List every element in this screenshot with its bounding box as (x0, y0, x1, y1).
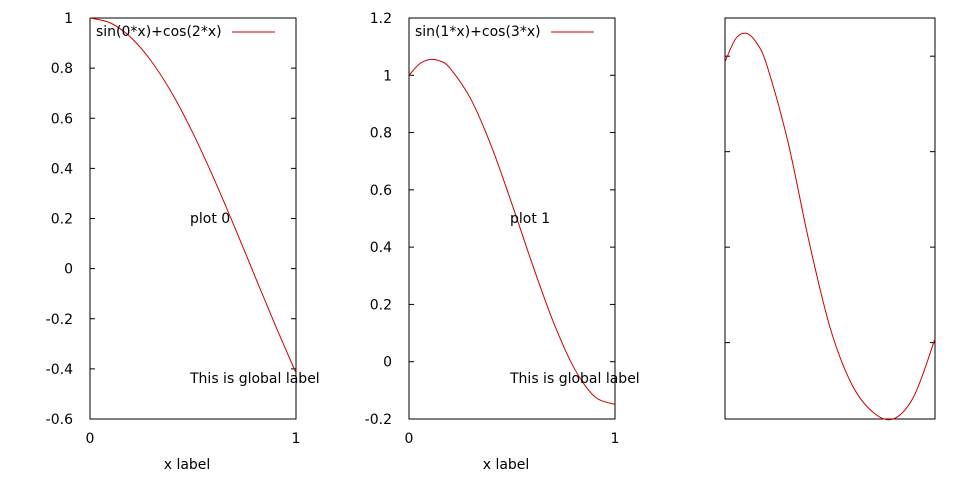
plot-frame (408, 17, 616, 420)
subplot-2 (724, 17, 936, 421)
x-tick-label: 0 (405, 431, 414, 447)
x-tick-label: 0 (86, 431, 95, 447)
global-label: This is global label (189, 371, 320, 387)
y-tick-label: 1.2 (370, 11, 392, 27)
y-tick-label: -0.2 (365, 412, 392, 428)
y-tick-label: -0.6 (46, 412, 73, 428)
subplot-0: 1 0.8 0.6 0.4 0.2 0 -0.2 -0.4 -0.6 0 1 x label sin(0… (46, 11, 320, 473)
y-tick-label: 0.8 (51, 61, 73, 77)
plot-annotation: plot 1 (510, 211, 550, 227)
x-tick-label: 1 (292, 431, 301, 447)
y-tick-label: 0.2 (51, 212, 73, 228)
x-axis-label: x label (164, 457, 211, 473)
legend: sin(0*x)+cos(2*x) (96, 24, 275, 40)
y-tick-label: -0.4 (46, 362, 73, 378)
plot-annotation: plot 0 (190, 211, 230, 227)
y-tick-label: 0.4 (51, 161, 73, 177)
x-axis-label: x label (483, 457, 530, 473)
y-tick-label: 0.4 (370, 240, 392, 256)
legend-label: sin(0*x)+cos(2*x) (96, 24, 222, 40)
global-label: This is global label (509, 371, 640, 387)
series-line (408, 58, 616, 405)
series-line (89, 17, 297, 374)
series-line (724, 32, 936, 421)
legend-label: sin(1*x)+cos(3*x) (415, 24, 541, 40)
y-tick-label: 1 (383, 68, 392, 84)
x-tick-label: 1 (611, 431, 620, 447)
y-tick-label: 0 (383, 355, 392, 371)
y-tick-label: 0.6 (51, 111, 73, 127)
y-tick-label: 0.2 (370, 297, 392, 313)
y-tick-label: 0 (64, 262, 73, 278)
y-tick-label: -0.2 (46, 312, 73, 328)
plot-frame (724, 17, 936, 420)
y-tick-label: 0.6 (370, 183, 392, 199)
y-tick-label: 1 (64, 11, 73, 27)
legend: sin(1*x)+cos(3*x) (415, 24, 594, 40)
y-tick-label: 0.8 (370, 126, 392, 142)
subplot-1: 1.2 1 0.8 0.6 0.4 0.2 0 -0.2 0 1 x label sin(1*x)+c… (365, 11, 640, 473)
